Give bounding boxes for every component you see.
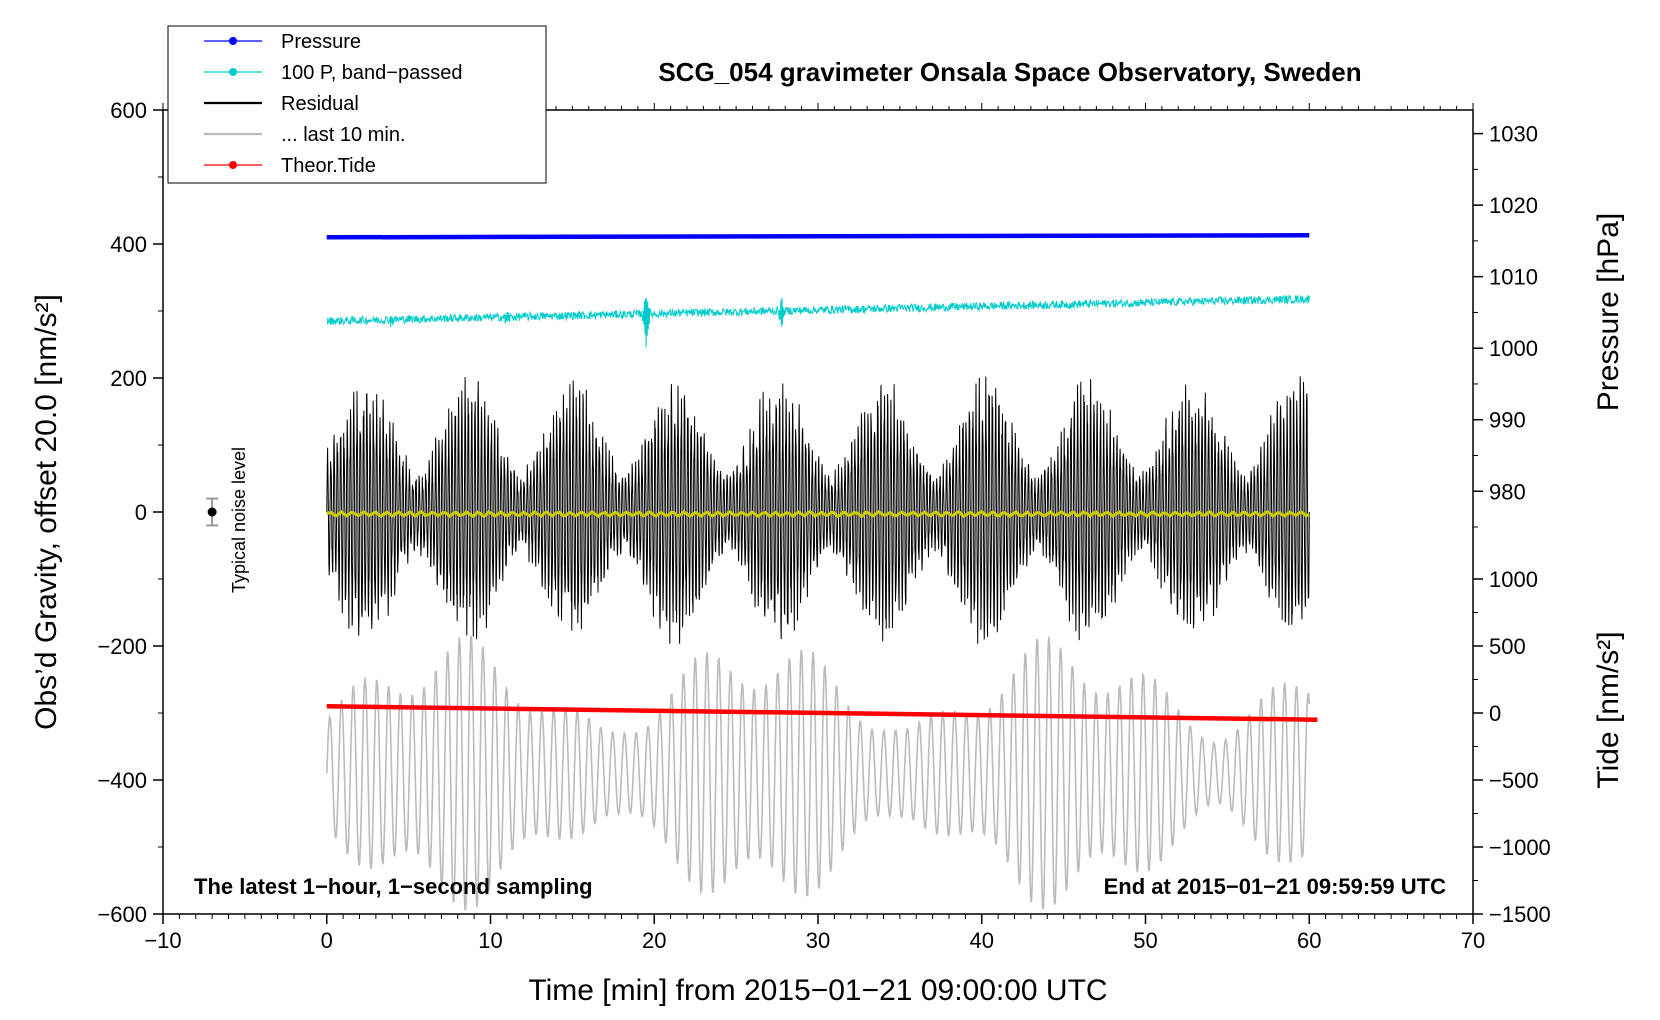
end-time-note: End at 2015−01−21 09:59:59 UTC [1104,874,1447,899]
legend-label: ... last 10 min. [281,124,406,146]
pressure-tick-label: 1020 [1489,193,1538,218]
legend-box [167,25,547,184]
legend-marker [229,68,237,76]
pressure-tick-label: 1030 [1489,122,1538,147]
tide-tick-label: −1500 [1489,902,1551,927]
x-tick-label: 60 [1297,928,1321,953]
tide-tick-label: −1000 [1489,835,1551,860]
series-layer [325,233,1318,911]
noise-level-label: Typical noise level [229,447,249,593]
tide-tick-label: 1000 [1489,567,1538,592]
legend-label: 100 P, band−passed [281,62,462,84]
legend-marker [229,37,237,45]
band-passed-pressure-line [326,294,1310,348]
pressure-axis-title: Pressure [hPa] [1592,213,1625,411]
left-y-axis-title: Obs’d Gravity, offset 20.0 [nm/s²] [30,294,63,730]
residual-smoothed-line [325,509,1310,519]
pressure-tick-label: 980 [1489,479,1526,504]
last-10-min-line [326,635,1311,911]
residual-line [326,376,1310,644]
x-tick-label: 30 [806,928,830,953]
legend-label: Theor.Tide [281,155,376,177]
pressure-tick-label: 1000 [1489,336,1538,361]
tide-tick-label: 500 [1489,634,1526,659]
x-tick-label: 50 [1133,928,1157,953]
legend-marker [229,161,237,169]
x-tick-label: 10 [478,928,502,953]
legend-label: Pressure [281,31,361,53]
y-tick-label: 400 [110,232,147,257]
legend: Pressure 100 P, band−passed Residual ... la… [167,25,547,184]
y-tick-label: 0 [135,500,147,525]
noise-point [207,507,217,517]
pressure-line [326,233,1310,240]
x-tick-label: 20 [642,928,666,953]
x-tick-label: 0 [321,928,333,953]
noise-marker [206,497,219,527]
tide-tick-label: −500 [1489,768,1539,793]
chart-title: SCG_054 gravimeter Onsala Space Observat… [658,57,1361,87]
x-tick-label: 40 [970,928,994,953]
sampling-note: The latest 1−hour, 1−second sampling [194,874,593,899]
theoretical-tide-line [326,704,1318,722]
legend-label: Residual [281,93,359,115]
x-axis-title: Time [min] from 2015−01−21 09:00:00 UTC [528,974,1107,1007]
y-tick-label: −600 [97,902,147,927]
ticks-layer: −10 0 10 20 30 40 50 60 70−600−400−2000200400600… [97,98,1550,953]
y-tick-label: 600 [110,98,147,123]
pressure-tick-label: 1010 [1489,265,1538,290]
y-tick-label: −400 [97,768,147,793]
tide-axis-title: Tide [nm/s²] [1592,631,1625,788]
y-tick-label: −200 [97,634,147,659]
x-tick-label: −10 [144,928,181,953]
x-tick-label: 70 [1461,928,1485,953]
tide-tick-label: 0 [1489,701,1501,726]
y-tick-label: 200 [110,366,147,391]
pressure-tick-label: 990 [1489,408,1526,433]
